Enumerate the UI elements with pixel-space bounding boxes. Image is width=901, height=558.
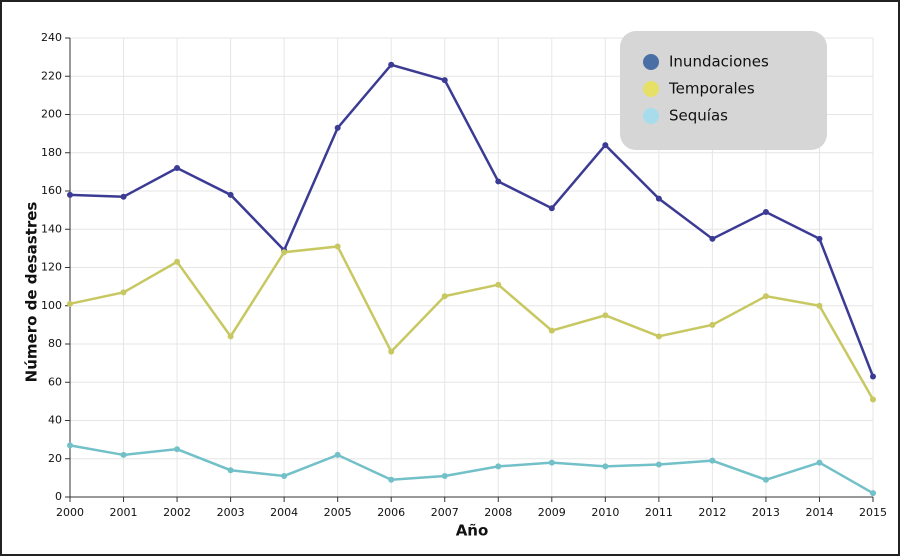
data-point (816, 302, 823, 309)
data-point (174, 446, 181, 453)
x-tick-label: 2000 (56, 506, 84, 519)
data-point (870, 396, 876, 403)
data-point (120, 193, 127, 200)
legend-marker (643, 54, 659, 70)
data-point (602, 142, 609, 149)
data-point (816, 459, 823, 466)
data-point (227, 467, 234, 474)
y-tick-label: 80 (48, 337, 62, 350)
legend-label: Sequías (669, 107, 728, 125)
data-point (120, 289, 127, 296)
data-point (602, 312, 609, 319)
legend-box (620, 31, 827, 150)
x-tick-label: 2007 (431, 506, 459, 519)
x-tick-label: 2003 (217, 506, 245, 519)
y-tick-label: 200 (41, 108, 62, 121)
data-point (655, 461, 662, 468)
data-point (334, 451, 341, 458)
data-point (388, 348, 395, 355)
data-point (495, 281, 502, 288)
data-point (602, 463, 609, 470)
data-point (388, 61, 395, 68)
data-point (495, 178, 502, 185)
data-point (281, 249, 288, 256)
legend-marker (643, 108, 659, 124)
data-point (67, 442, 73, 449)
x-tick-label: 2009 (538, 506, 566, 519)
data-point (441, 293, 448, 300)
legend-label: Inundaciones (669, 53, 769, 71)
data-point (441, 77, 448, 84)
data-point (816, 235, 823, 242)
x-axis-title: Año (456, 522, 489, 540)
data-point (548, 459, 555, 466)
data-point (495, 463, 502, 470)
data-point (655, 195, 662, 202)
x-tick-label: 2006 (377, 506, 405, 519)
legend-marker (643, 81, 659, 97)
data-point (227, 191, 234, 198)
x-tick-label: 2014 (805, 506, 833, 519)
y-tick-label: 220 (41, 69, 62, 82)
data-point (120, 451, 127, 458)
y-tick-label: 40 (48, 414, 62, 427)
plot (67, 61, 876, 497)
data-point (709, 457, 716, 464)
y-tick-label: 0 (55, 490, 62, 503)
data-point (762, 476, 769, 483)
y-axis-title: Número de desastres (23, 202, 41, 383)
data-point (762, 293, 769, 300)
data-point (67, 300, 73, 307)
data-point (334, 124, 341, 131)
y-tick-label: 100 (41, 299, 62, 312)
data-point (227, 333, 234, 340)
x-tick-label: 2013 (752, 506, 780, 519)
y-tick-label: 20 (48, 452, 62, 465)
data-point (441, 472, 448, 479)
y-tick-label: 140 (41, 222, 62, 235)
y-tick-label: 120 (41, 261, 62, 274)
x-tick-label: 2002 (163, 506, 191, 519)
data-point (281, 472, 288, 479)
data-point (655, 333, 662, 340)
data-point (762, 209, 769, 216)
data-point (548, 205, 555, 212)
legend: Inundaciones Temporales Sequías (643, 53, 769, 125)
x-tick-label: 2010 (591, 506, 619, 519)
y-tick-label: 160 (41, 184, 62, 197)
data-point (870, 490, 876, 497)
legend-label: Temporales (668, 80, 755, 98)
data-point (174, 258, 181, 265)
x-tick-label: 2001 (110, 506, 138, 519)
series-line (69, 444, 874, 495)
x-tick-label: 2011 (645, 506, 673, 519)
x-tick-label: 2008 (484, 506, 512, 519)
data-point (548, 327, 555, 334)
data-point (870, 373, 876, 380)
data-point (709, 321, 716, 328)
x-tick-label: 2012 (698, 506, 726, 519)
y-tick-label: 180 (41, 146, 62, 159)
data-point (709, 235, 716, 242)
x-tick-label: 2005 (324, 506, 352, 519)
y-tick-label: 240 (41, 31, 62, 44)
data-point (334, 243, 341, 250)
data-point (388, 476, 395, 483)
y-tick-label: 60 (48, 375, 62, 388)
series-line (69, 63, 875, 377)
x-tick-label: 2015 (859, 506, 887, 519)
data-point (67, 191, 73, 198)
data-point (174, 165, 181, 172)
series-line (69, 245, 875, 401)
x-tick-label: 2004 (270, 506, 298, 519)
